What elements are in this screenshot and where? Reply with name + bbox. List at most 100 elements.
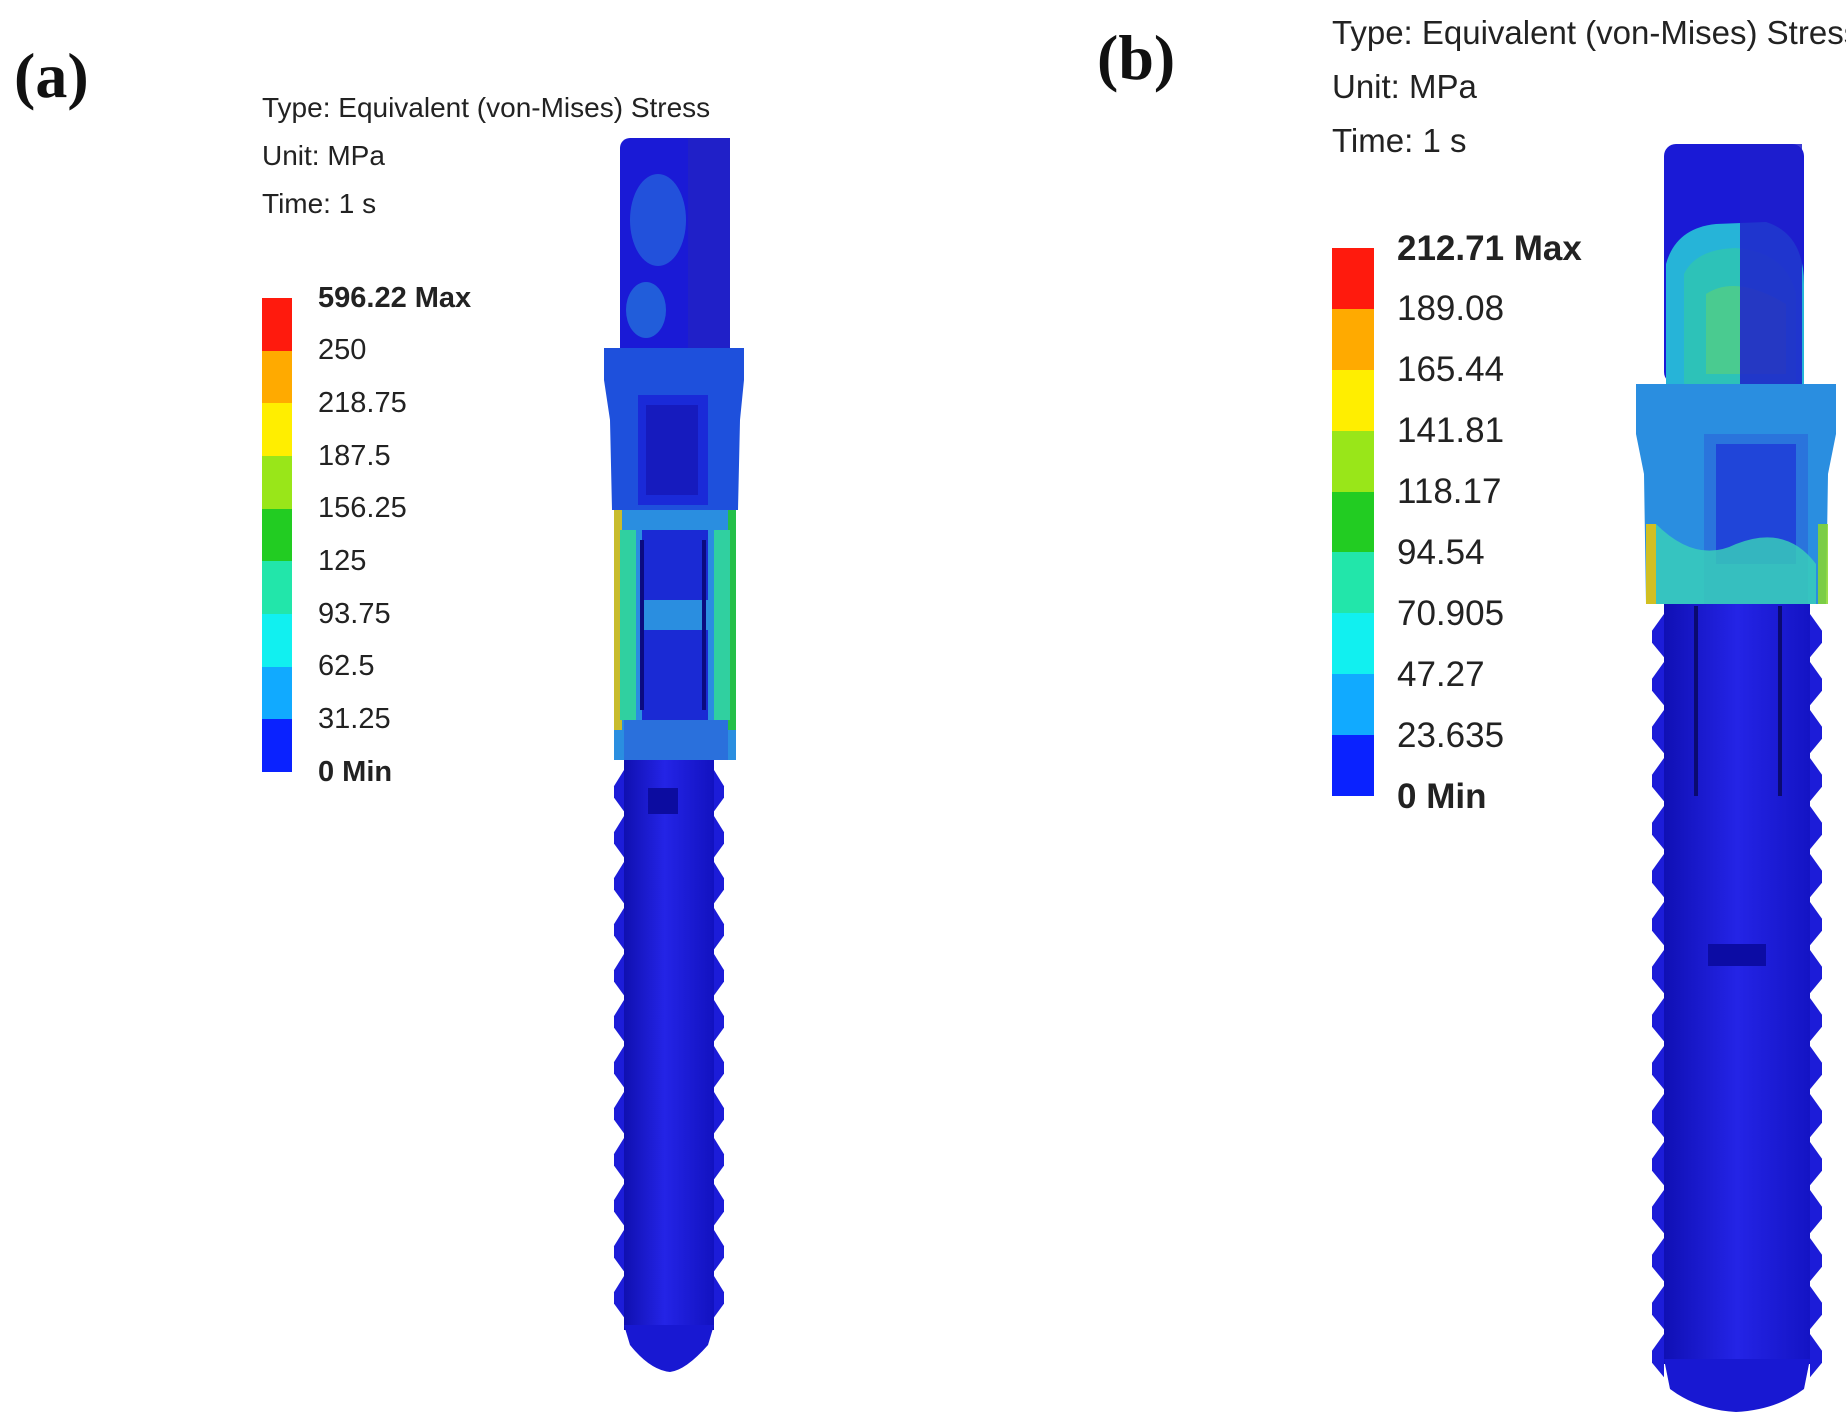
legend-swatch (1332, 491, 1374, 553)
thread-tooth (614, 1184, 624, 1226)
legend-swatch (262, 561, 292, 615)
legend-label: 94.54 (1397, 532, 1485, 572)
thread-tooth (1652, 1094, 1664, 1138)
thread-tooth (1652, 1142, 1664, 1186)
legend-label: 118.17 (1397, 472, 1502, 512)
thread-tooth (1810, 1094, 1822, 1138)
thread-tooth (1652, 758, 1664, 802)
thread-tooth (1810, 902, 1822, 946)
thread-tooth (614, 1138, 624, 1180)
thread-tooth (714, 954, 724, 996)
legend-label: 596.22 Max (318, 281, 472, 314)
legend-label: 125 (318, 544, 367, 577)
thread-tooth (1810, 758, 1822, 802)
legend-swatch (1332, 552, 1374, 614)
legend-label: 189.08 (1397, 289, 1505, 329)
legend-swatch (262, 614, 292, 668)
thread-tooth (1652, 854, 1664, 898)
thread-tooth (1652, 1046, 1664, 1090)
legend-label: 250 (318, 334, 367, 367)
thread-tooth (1652, 950, 1664, 994)
thread-tooth (614, 1230, 624, 1272)
legend-swatch (1332, 248, 1374, 310)
panel-b-label: (b) (1097, 22, 1176, 93)
thread-tooth (1810, 710, 1822, 754)
legend-swatch (1332, 308, 1374, 371)
legend-label: 0 Min (1397, 776, 1487, 816)
thread-tooth (714, 1230, 724, 1272)
panel-b-time: Time: 1 s (1332, 122, 1467, 159)
legend-label: 187.5 (318, 439, 391, 472)
thread-tooth (614, 1276, 624, 1318)
thread-tooth (1810, 1046, 1822, 1090)
legend-swatch (262, 403, 292, 457)
thread-tooth (714, 908, 724, 950)
panel-a-unit: Unit: MPa (262, 140, 385, 171)
thread-tooth (714, 770, 724, 812)
panel-a-label: (a) (14, 40, 89, 111)
legend-label: 165.44 (1397, 350, 1505, 390)
panel-b-color-legend (1332, 248, 1374, 797)
legend-label: 23.635 (1397, 715, 1505, 755)
legend-label: 93.75 (318, 597, 391, 630)
thread-tooth (1652, 614, 1664, 658)
thread-tooth (1652, 806, 1664, 850)
thread-tooth (1652, 1238, 1664, 1282)
thread-tooth (714, 1046, 724, 1088)
thread-tooth (1652, 662, 1664, 706)
panel-a-implant-stress-model (604, 138, 744, 1372)
legend-swatch (262, 666, 292, 720)
thread-tooth (1810, 806, 1822, 850)
thread-tooth (714, 1000, 724, 1042)
thread-tooth (614, 816, 624, 858)
panel-b-type: Type: Equivalent (von-Mises) Stress (1332, 14, 1846, 51)
legend-swatch (262, 719, 292, 773)
thread-tooth (1810, 1286, 1822, 1330)
panel-b-threaded-body (1664, 604, 1810, 1364)
thread-tooth (614, 954, 624, 996)
thread-tooth (614, 1046, 624, 1088)
thread-tooth (1652, 998, 1664, 1042)
thread-tooth (614, 770, 624, 812)
legend-label: 31.25 (318, 702, 391, 735)
legend-label: 0 Min (318, 755, 393, 788)
thread-tooth (614, 1092, 624, 1134)
legend-label: 156.25 (318, 492, 407, 525)
thread-tooth (1810, 1238, 1822, 1282)
panel-b-implant-stress-model (1636, 144, 1836, 1412)
thread-tooth (614, 908, 624, 950)
thread-tooth (1810, 662, 1822, 706)
legend-swatch (1332, 674, 1374, 736)
thread-tooth (714, 1276, 724, 1318)
panel-a-color-legend (262, 298, 292, 773)
thread-tooth (614, 862, 624, 904)
thread-tooth (714, 862, 724, 904)
legend-label: 212.71 Max (1397, 228, 1582, 268)
thread-tooth (1810, 1334, 1822, 1378)
panel-a-threaded-body (624, 760, 714, 1330)
thread-tooth (614, 1000, 624, 1042)
thread-tooth (1652, 1334, 1664, 1378)
panel-a-type: Type: Equivalent (von-Mises) Stress (262, 92, 711, 123)
legend-swatch (262, 298, 292, 352)
thread-tooth (1810, 1190, 1822, 1234)
legend-label: 62.5 (318, 650, 375, 683)
legend-label: 47.27 (1397, 654, 1485, 694)
thread-tooth (714, 816, 724, 858)
thread-tooth (1810, 1142, 1822, 1186)
legend-label: 141.81 (1397, 411, 1505, 451)
legend-swatch (1332, 613, 1374, 675)
thread-tooth (714, 1184, 724, 1226)
thread-tooth (1652, 902, 1664, 946)
thread-tooth (714, 1092, 724, 1134)
legend-swatch (1332, 735, 1374, 797)
thread-tooth (1652, 1286, 1664, 1330)
legend-swatch (262, 508, 292, 562)
thread-tooth (1810, 614, 1822, 658)
legend-swatch (262, 456, 292, 510)
legend-swatch (1332, 369, 1374, 432)
thread-tooth (1652, 710, 1664, 754)
thread-tooth (1810, 950, 1822, 994)
legend-swatch (262, 350, 292, 404)
thread-tooth (714, 1138, 724, 1180)
